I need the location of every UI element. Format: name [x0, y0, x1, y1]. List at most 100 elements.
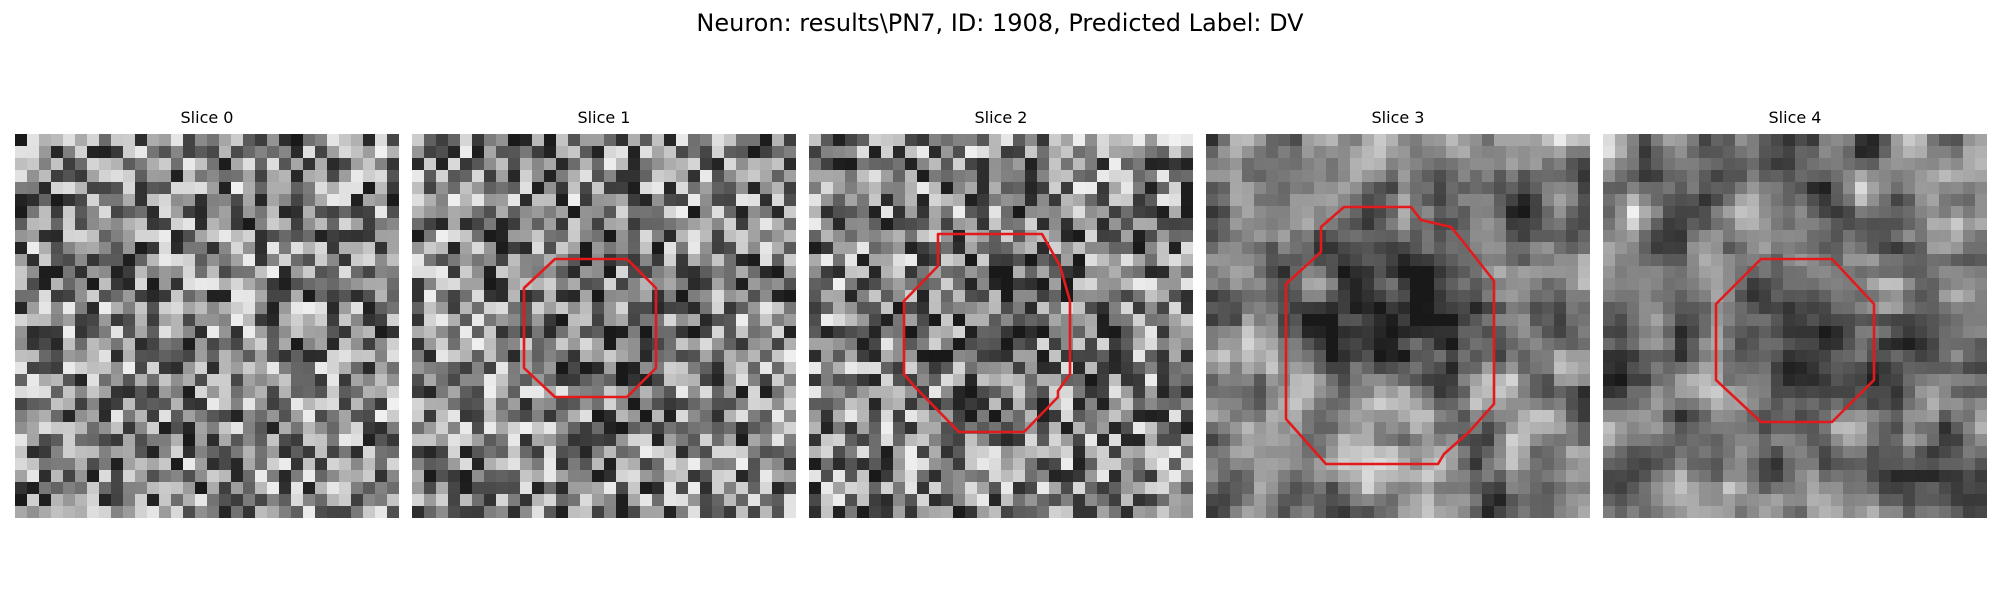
pixel-cell — [1506, 410, 1519, 423]
pixel-cell — [869, 170, 882, 183]
pixel-cell — [1278, 158, 1291, 171]
pixel-cell — [1771, 434, 1784, 447]
pixel-cell — [255, 314, 268, 327]
pixel-cell — [544, 230, 557, 243]
pixel-cell — [1735, 446, 1748, 459]
pixel-cell — [1386, 506, 1399, 518]
pixel-cell — [448, 362, 461, 375]
pixel-cell — [1218, 494, 1231, 507]
pixel-cell — [953, 182, 966, 195]
pixel-cell — [339, 146, 352, 159]
pixel-cell — [616, 146, 629, 159]
pixel-cell — [604, 314, 617, 327]
pixel-cell — [1181, 446, 1193, 459]
pixel-cell — [1975, 146, 1987, 159]
pixel-cell — [748, 482, 761, 495]
pixel-cell — [1867, 422, 1880, 435]
pixel-cell — [1578, 290, 1590, 303]
pixel-cell — [279, 338, 292, 351]
pixel-cell — [63, 338, 76, 351]
pixel-cell — [1446, 158, 1459, 171]
pixel-cell — [207, 242, 220, 255]
pixel-cell — [267, 458, 280, 471]
pixel-cell — [1242, 410, 1255, 423]
pixel-cell — [412, 170, 425, 183]
pixel-cell — [1542, 494, 1555, 507]
pixel-cell — [1109, 470, 1122, 483]
pixel-cell — [688, 446, 701, 459]
pixel-cell — [1603, 182, 1616, 195]
pixel-cell — [1939, 182, 1952, 195]
pixel-cell — [809, 302, 822, 315]
pixel-cell — [135, 290, 148, 303]
pixel-cell — [724, 422, 737, 435]
pixel-cell — [845, 410, 858, 423]
pixel-cell — [628, 314, 641, 327]
pixel-cell — [279, 134, 292, 147]
pixel-cell — [1518, 302, 1531, 315]
pixel-cell — [1747, 254, 1760, 267]
pixel-cell — [1963, 146, 1976, 159]
pixel-cell — [327, 290, 340, 303]
pixel-cell — [63, 158, 76, 171]
slice-panel-3: Slice 3 — [1206, 108, 1590, 518]
pixel-cell — [1482, 506, 1495, 518]
pixel-cell — [1362, 362, 1375, 375]
pixel-cell — [1121, 434, 1134, 447]
pixel-cell — [556, 386, 569, 399]
pixel-cell — [1831, 242, 1844, 255]
pixel-cell — [1121, 482, 1134, 495]
pixel-cell — [544, 458, 557, 471]
pixel-cell — [628, 134, 641, 147]
pixel-cell — [1663, 134, 1676, 147]
pixel-cell — [1554, 218, 1567, 231]
pixel-cell — [375, 326, 388, 339]
pixel-cell — [243, 362, 256, 375]
pixel-cell — [484, 326, 497, 339]
pixel-cell — [1747, 314, 1760, 327]
pixel-cell — [147, 146, 160, 159]
pixel-cell — [159, 506, 172, 518]
pixel-cell — [1386, 290, 1399, 303]
pixel-cell — [1927, 266, 1940, 279]
pixel-cell — [1843, 242, 1856, 255]
pixel-cell — [784, 422, 796, 435]
pixel-cell — [51, 134, 64, 147]
pixel-cell — [1242, 158, 1255, 171]
pixel-cell — [1951, 410, 1964, 423]
pixel-cell — [1434, 470, 1447, 483]
pixel-cell — [1422, 506, 1435, 518]
pixel-cell — [279, 362, 292, 375]
pixel-cell — [1855, 194, 1868, 207]
pixel-cell — [1603, 302, 1616, 315]
pixel-cell — [1073, 458, 1086, 471]
pixel-cell — [1109, 446, 1122, 459]
pixel-cell — [87, 386, 100, 399]
pixel-cell — [1157, 314, 1170, 327]
pixel-cell — [1242, 278, 1255, 291]
pixel-cell — [604, 146, 617, 159]
pixel-cell — [279, 146, 292, 159]
pixel-cell — [724, 386, 737, 399]
pixel-cell — [1338, 434, 1351, 447]
pixel-cell — [51, 230, 64, 243]
pixel-cell — [1699, 242, 1712, 255]
pixel-cell — [63, 314, 76, 327]
pixel-cell — [436, 386, 449, 399]
pixel-cell — [1290, 350, 1303, 363]
pixel-cell — [99, 266, 112, 279]
pixel-cell — [616, 206, 629, 219]
pixel-cell — [1037, 278, 1050, 291]
pixel-cell — [171, 338, 184, 351]
pixel-cell — [857, 218, 870, 231]
pixel-cell — [532, 422, 545, 435]
pixel-cell — [989, 374, 1002, 387]
pixel-cell — [1266, 386, 1279, 399]
pixel-cell — [977, 278, 990, 291]
pixel-cell — [1049, 374, 1062, 387]
pixel-cell — [1651, 350, 1664, 363]
pixel-cell — [231, 458, 244, 471]
pixel-cell — [460, 194, 473, 207]
pixel-cell — [1663, 230, 1676, 243]
pixel-cell — [1181, 458, 1193, 471]
